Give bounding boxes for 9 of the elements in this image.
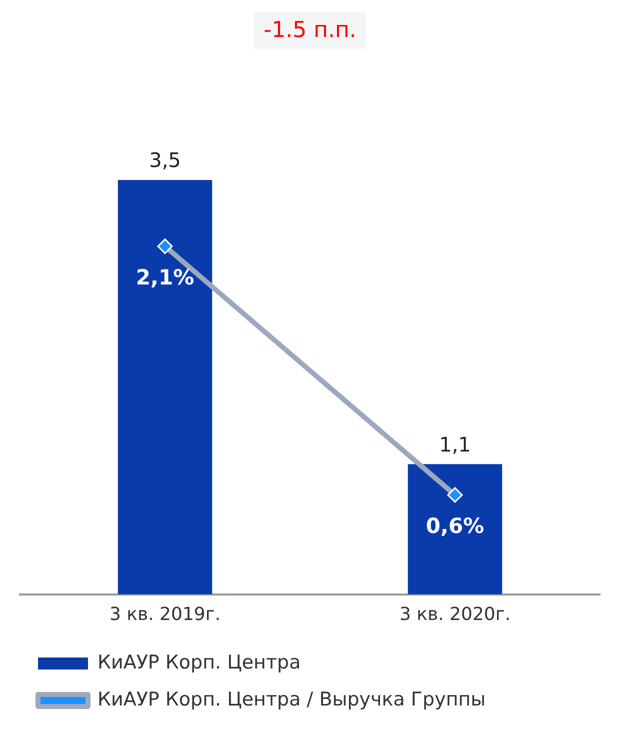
legend-label: КиАУР Корп. Центра — [98, 651, 301, 674]
data-label: 2,1% — [136, 265, 194, 290]
text: -1.5 п.п. — [254, 12, 366, 49]
data-label: 3,5 — [149, 148, 181, 172]
x-tick-label: 3 кв. 2020г. — [399, 604, 511, 625]
data-label: 0,6% — [426, 514, 484, 538]
x-tick-label: 3 кв. 2019г. — [109, 604, 221, 625]
legend-label: КиАУР Корп. Центра / Выручка Группы — [98, 688, 486, 710]
data-label: 1,1 — [439, 432, 471, 456]
